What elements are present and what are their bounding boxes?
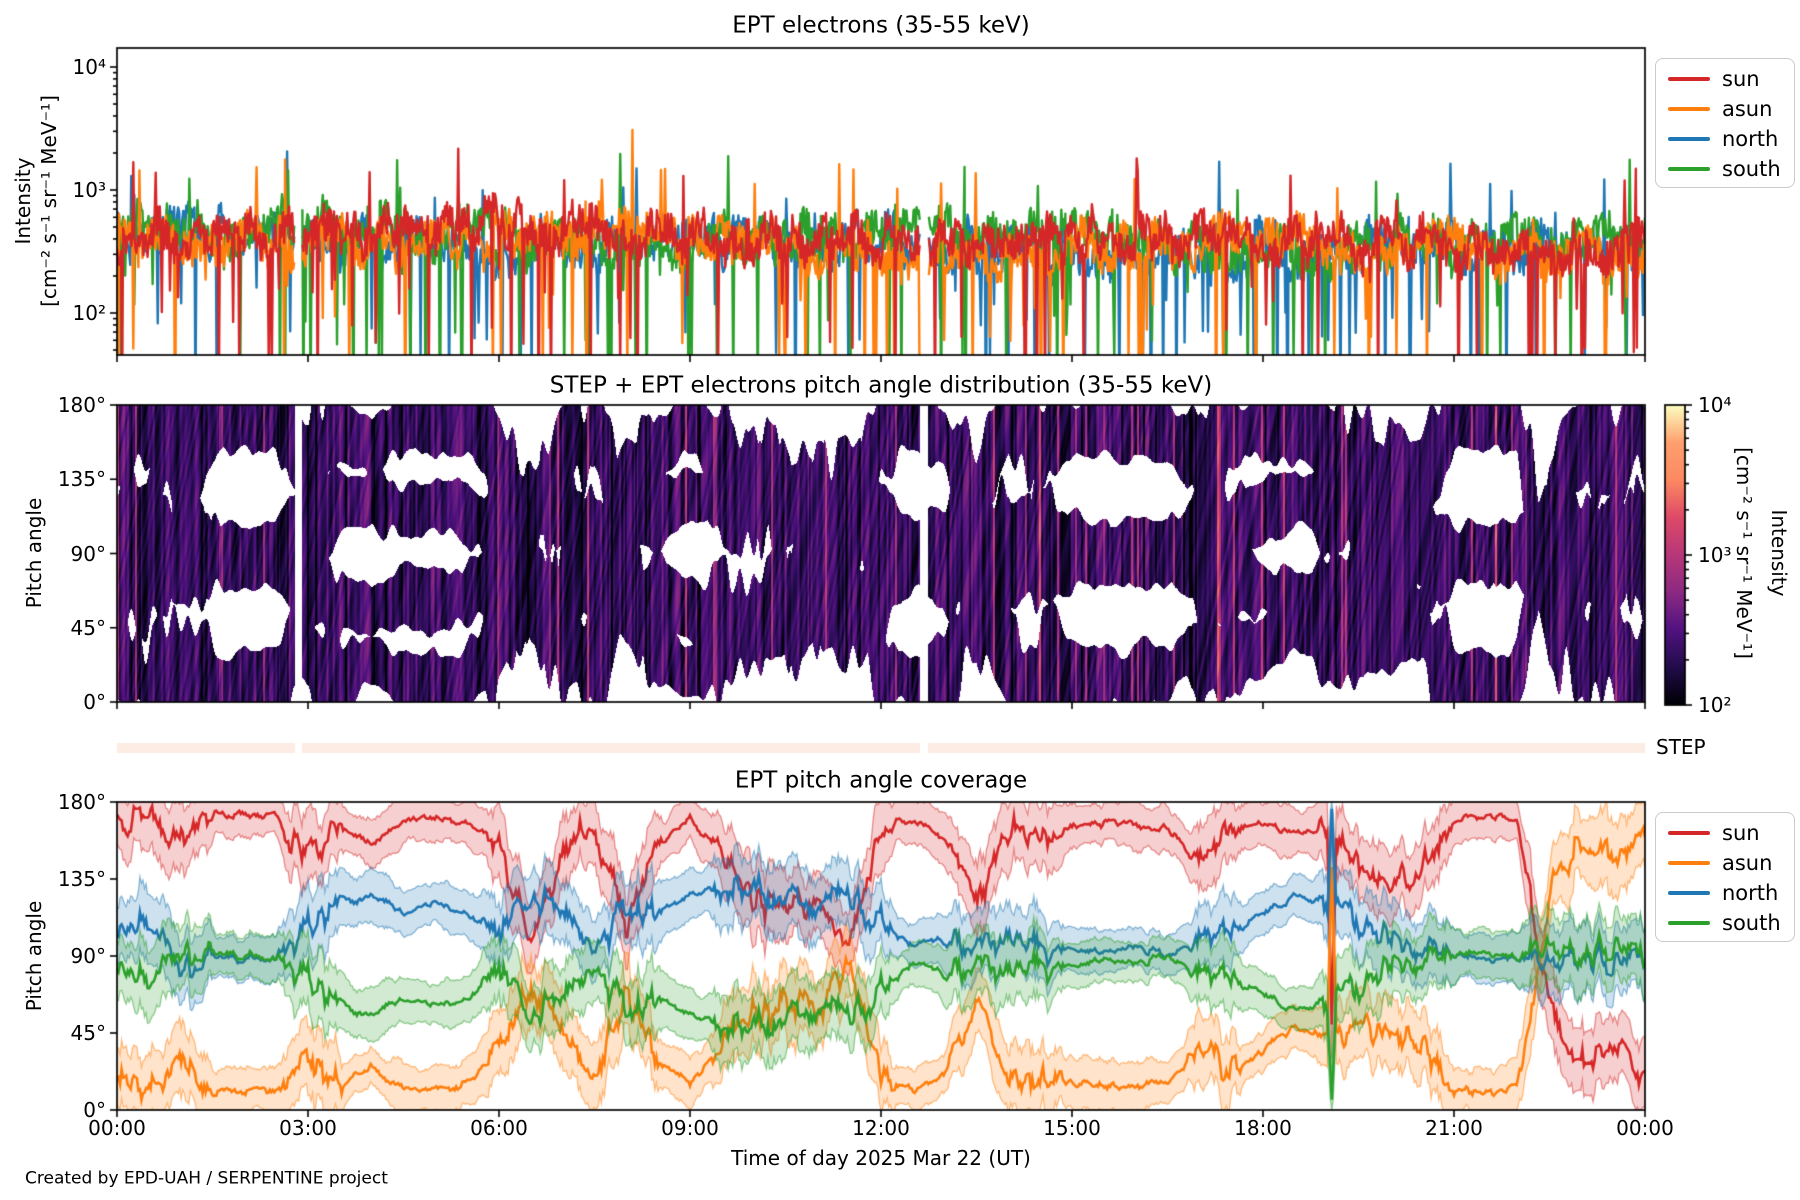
panel3-ylabel: Pitch angle <box>22 900 46 1012</box>
panel3-y-tick-label: 0° <box>83 1098 106 1122</box>
legend-item-south: south <box>1656 908 1794 938</box>
x-tick-label: 03:00 <box>279 1116 337 1140</box>
step-bar-label: STEP <box>1656 735 1706 759</box>
legend-line-south <box>1668 167 1710 171</box>
footer-credit: Created by EPD-UAH / SERPENTINE project <box>25 1168 388 1189</box>
x-tick-label: 00:00 <box>88 1116 146 1140</box>
x-tick-label: 15:00 <box>1043 1116 1101 1140</box>
x-tick-label: 12:00 <box>852 1116 910 1140</box>
colorbar-tick-label: 10² <box>1698 693 1732 717</box>
legend-line-sun <box>1668 831 1710 835</box>
panel2-y-tick-label: 0° <box>83 690 106 714</box>
legend-item-sun: sun <box>1656 818 1794 848</box>
panel3-y-tick-label: 180° <box>57 790 106 814</box>
panel2-ylabel: Pitch angle <box>22 497 46 609</box>
panel3-y-tick-label: 90° <box>70 944 106 968</box>
legend-label-sun: sun <box>1722 67 1760 91</box>
x-axis-label: Time of day 2025 Mar 22 (UT) <box>731 1146 1031 1170</box>
panel1-title: EPT electrons (35-55 keV) <box>732 12 1030 39</box>
legend-item-sun: sun <box>1656 64 1794 94</box>
x-tick-label: 09:00 <box>661 1116 719 1140</box>
panel1-y-tick-label: 10² <box>72 301 106 325</box>
x-tick-label: 00:00 <box>1616 1116 1674 1140</box>
panel2-y-tick-label: 45° <box>70 615 106 640</box>
legend-label-south: south <box>1722 157 1781 181</box>
panel1-ylabel-line1: Intensity <box>11 157 35 245</box>
panel2-y-tick-label: 135° <box>57 467 106 492</box>
legend-line-sun <box>1668 77 1710 81</box>
panel3-title: EPT pitch angle coverage <box>734 767 1028 794</box>
panel1-y-tick-label: 10⁴ <box>72 55 106 79</box>
x-tick-label: 06:00 <box>470 1116 528 1140</box>
colorbar-tick-label: 10⁴ <box>1698 393 1732 417</box>
legend-item-north: north <box>1656 878 1794 908</box>
legend-line-asun <box>1668 861 1710 865</box>
legend-label-asun: asun <box>1722 851 1773 875</box>
panel3-y-tick-label: 135° <box>57 867 106 891</box>
legend-item-asun: asun <box>1656 94 1794 124</box>
panel2-y-tick-label: 90° <box>70 541 106 566</box>
legend-label-north: north <box>1722 881 1779 905</box>
legend-line-north <box>1668 891 1710 895</box>
legend-item-south: south <box>1656 154 1794 184</box>
legend-item-asun: asun <box>1656 848 1794 878</box>
legend-line-asun <box>1668 107 1710 111</box>
colorbar-label-units: [cm⁻² s⁻¹ sr⁻¹ MeV⁻¹] <box>1732 447 1756 659</box>
legend-label-asun: asun <box>1722 97 1773 121</box>
panel1-legend: sun asun north south <box>1655 58 1795 188</box>
panel3-legend: sun asun north south <box>1655 812 1795 942</box>
legend-item-north: north <box>1656 124 1794 154</box>
legend-label-sun: sun <box>1722 821 1760 845</box>
x-tick-label: 18:00 <box>1234 1116 1292 1140</box>
panel1-y-tick-label: 10³ <box>72 178 106 202</box>
legend-label-south: south <box>1722 911 1781 935</box>
legend-label-north: north <box>1722 127 1779 151</box>
legend-line-north <box>1668 137 1710 141</box>
panel3-y-tick-label: 45° <box>70 1021 106 1045</box>
panel2-y-tick-label: 180° <box>57 393 106 417</box>
colorbar-tick-label: 10³ <box>1698 543 1732 567</box>
colorbar-label-intensity: Intensity <box>1767 509 1791 597</box>
legend-line-south <box>1668 921 1710 925</box>
x-tick-label: 21:00 <box>1425 1116 1483 1140</box>
panel2-title: STEP + EPT electrons pitch angle distrib… <box>549 372 1213 399</box>
panel1-ylabel-line2: [cm⁻² s⁻¹ sr⁻¹ MeV⁻¹] <box>37 95 61 307</box>
